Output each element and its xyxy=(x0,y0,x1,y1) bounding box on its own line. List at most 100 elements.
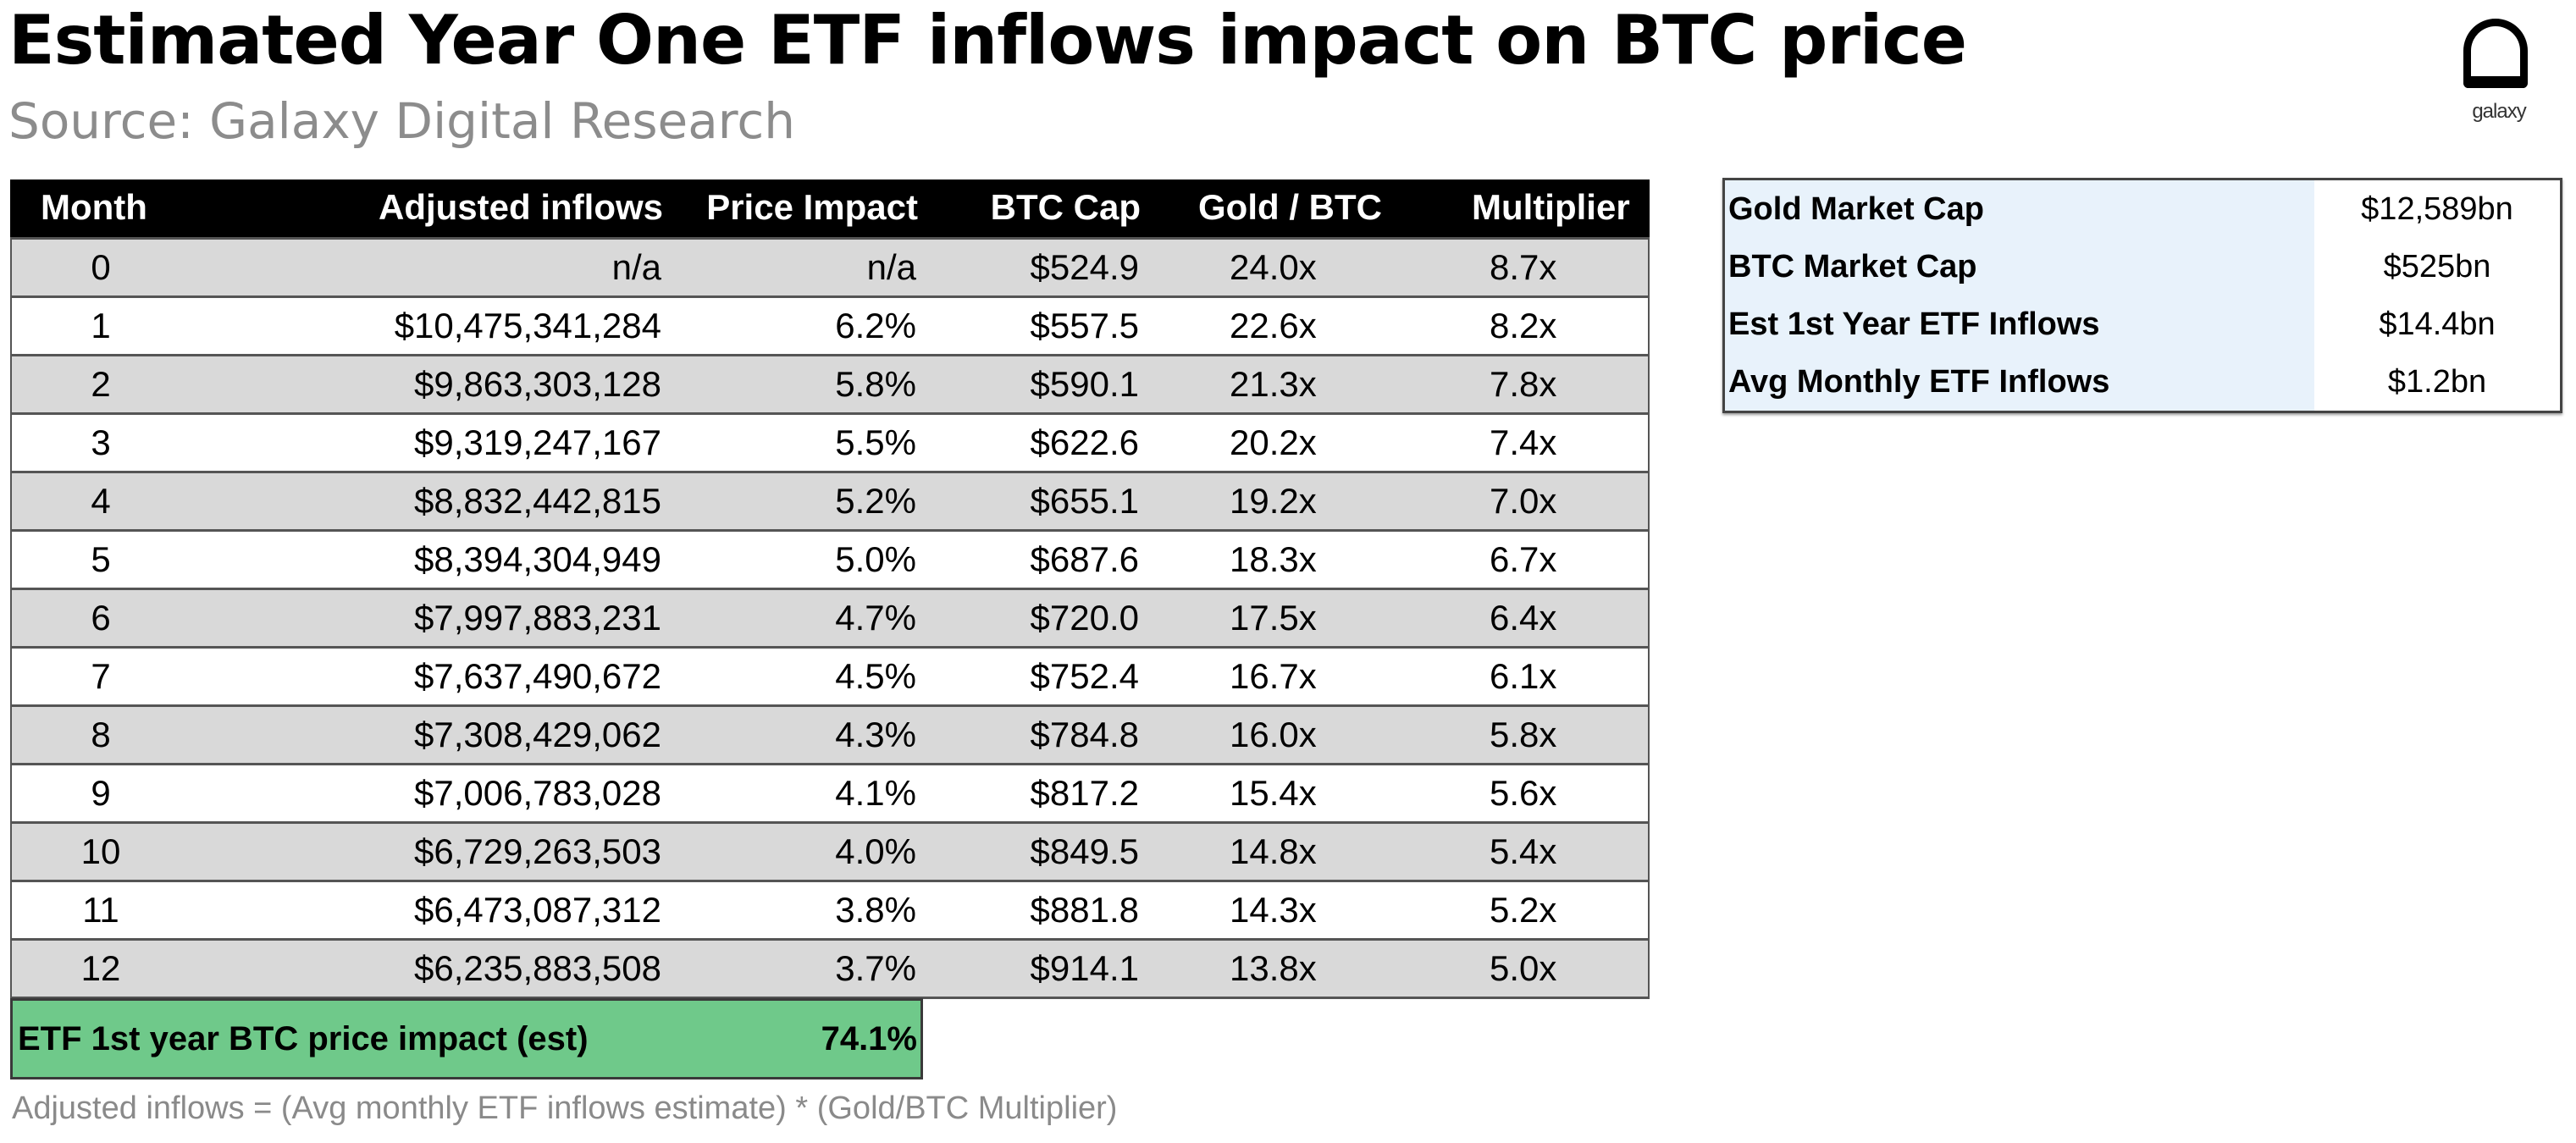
inflows-table: Month Adjusted inflows Price Impact BTC Cap… xyxy=(10,179,1650,999)
cell-btc-cap: $687.6 xyxy=(1030,539,1139,579)
summary-label: Avg Monthly ETF Inflows xyxy=(1725,353,2314,411)
cell-price-impact: 6.2% xyxy=(835,306,916,345)
cell-adjusted-inflows: $6,729,263,503 xyxy=(414,831,661,871)
cell-multiplier: 8.7x xyxy=(1490,247,1557,287)
cell-multiplier: 8.2x xyxy=(1490,306,1557,345)
table-row: 11 $6,473,087,312 3.8% $881.8 14.3x 5.2x xyxy=(12,882,1648,941)
cell-gold-btc: 19.2x xyxy=(1230,481,1317,521)
cell-multiplier: 7.8x xyxy=(1490,364,1557,404)
table-row: 3 $9,319,247,167 5.5% $622.6 20.2x 7.4x xyxy=(12,415,1648,473)
logo-text: galaxy xyxy=(2472,100,2526,123)
table-row: 6 $7,997,883,231 4.7% $720.0 17.5x 6.4x xyxy=(12,590,1648,649)
summary-row: BTC Market Cap $525bn xyxy=(1725,238,2560,295)
cell-price-impact: 5.2% xyxy=(835,481,916,521)
cell-adjusted-inflows: $7,308,429,062 xyxy=(414,715,661,754)
table-row: 2 $9,863,303,128 5.8% $590.1 21.3x 7.8x xyxy=(12,356,1648,415)
table-row: 8 $7,308,429,062 4.3% $784.8 16.0x 5.8x xyxy=(12,707,1648,765)
cell-btc-cap: $752.4 xyxy=(1030,656,1139,696)
cell-btc-cap: $622.6 xyxy=(1030,422,1139,462)
table-row: 5 $8,394,304,949 5.0% $687.6 18.3x 6.7x xyxy=(12,532,1648,590)
summary-value: $12,589bn xyxy=(2361,191,2513,227)
cell-price-impact: 5.5% xyxy=(835,422,916,462)
cell-price-impact: 4.7% xyxy=(835,598,916,638)
cell-btc-cap: $524.9 xyxy=(1030,247,1139,287)
cell-btc-cap: $881.8 xyxy=(1030,890,1139,930)
cell-gold-btc: 17.5x xyxy=(1230,598,1317,638)
column-header-adjusted-inflows: Adjusted inflows xyxy=(379,187,663,227)
cell-adjusted-inflows: $7,637,490,672 xyxy=(414,656,661,696)
cell-multiplier: 6.4x xyxy=(1490,598,1557,638)
cell-btc-cap: $784.8 xyxy=(1030,715,1139,754)
cell-multiplier: 5.6x xyxy=(1490,773,1557,813)
cell-adjusted-inflows: $6,235,883,508 xyxy=(414,948,661,988)
table-row: 0 n/a n/a $524.9 24.0x 8.7x xyxy=(12,240,1648,298)
cell-month: 2 xyxy=(91,364,111,404)
cell-month: 3 xyxy=(91,422,111,462)
cell-price-impact: 4.0% xyxy=(835,831,916,871)
column-header-gold-btc: Gold / BTC xyxy=(1198,187,1382,227)
cell-month: 0 xyxy=(91,247,111,287)
cell-multiplier: 5.4x xyxy=(1490,831,1557,871)
total-value: 74.1% xyxy=(821,1020,917,1057)
cell-gold-btc: 18.3x xyxy=(1230,539,1317,579)
total-price-impact: ETF 1st year BTC price impact (est) 74.1… xyxy=(10,998,923,1080)
cell-month: 9 xyxy=(91,773,111,813)
column-header-multiplier: Multiplier xyxy=(1472,187,1630,227)
cell-gold-btc: 14.3x xyxy=(1230,890,1317,930)
cell-gold-btc: 13.8x xyxy=(1230,948,1317,988)
cell-month: 11 xyxy=(82,890,119,930)
cell-price-impact: 4.1% xyxy=(835,773,916,813)
cell-month: 4 xyxy=(91,481,111,521)
column-header-price-impact: Price Impact xyxy=(706,187,918,227)
summary-label: Est 1st Year ETF Inflows xyxy=(1725,295,2314,353)
total-label: ETF 1st year BTC price impact (est) xyxy=(18,1020,589,1057)
cell-month: 5 xyxy=(91,539,111,579)
table-row: 4 $8,832,442,815 5.2% $655.1 19.2x 7.0x xyxy=(12,473,1648,532)
column-header-btc-cap: BTC Cap xyxy=(990,187,1141,227)
cell-btc-cap: $849.5 xyxy=(1030,831,1139,871)
cell-month: 8 xyxy=(91,715,111,754)
cell-multiplier: 5.8x xyxy=(1490,715,1557,754)
cell-gold-btc: 22.6x xyxy=(1230,306,1317,345)
summary-label: BTC Market Cap xyxy=(1725,238,2314,295)
cell-adjusted-inflows: $9,863,303,128 xyxy=(414,364,661,404)
cell-multiplier: 7.0x xyxy=(1490,481,1557,521)
cell-multiplier: 5.2x xyxy=(1490,890,1557,930)
summary-row: Gold Market Cap $12,589bn xyxy=(1725,180,2560,238)
summary-value: $1.2bn xyxy=(2387,364,2487,400)
table-body: 0 n/a n/a $524.9 24.0x 8.7x 1 $10,475,341,284 6.… xyxy=(10,240,1650,999)
cell-price-impact: 3.8% xyxy=(835,890,916,930)
cell-btc-cap: $720.0 xyxy=(1030,598,1139,638)
summary-value: $14.4bn xyxy=(2379,306,2496,342)
summary-row: Est 1st Year ETF Inflows $14.4bn xyxy=(1725,295,2560,353)
cell-adjusted-inflows: $9,319,247,167 xyxy=(414,422,661,462)
page-subtitle: Source: Galaxy Digital Research xyxy=(8,92,795,150)
cell-adjusted-inflows: n/a xyxy=(611,247,661,287)
cell-month: 12 xyxy=(80,948,121,988)
cell-adjusted-inflows: $8,394,304,949 xyxy=(414,539,661,579)
cell-gold-btc: 14.8x xyxy=(1230,831,1317,871)
cell-price-impact: 5.0% xyxy=(835,539,916,579)
cell-gold-btc: 15.4x xyxy=(1230,773,1317,813)
cell-adjusted-inflows: $7,006,783,028 xyxy=(414,773,661,813)
cell-adjusted-inflows: $8,832,442,815 xyxy=(414,481,661,521)
galaxy-logo: galaxy xyxy=(2460,19,2538,129)
table-header: Month Adjusted inflows Price Impact BTC Cap… xyxy=(10,179,1650,240)
cell-btc-cap: $914.1 xyxy=(1030,948,1139,988)
cell-multiplier: 6.7x xyxy=(1490,539,1557,579)
cell-month: 10 xyxy=(80,831,121,871)
cell-btc-cap: $655.1 xyxy=(1030,481,1139,521)
column-header-month: Month xyxy=(41,187,147,227)
cell-gold-btc: 16.7x xyxy=(1230,656,1317,696)
table-row: 7 $7,637,490,672 4.5% $752.4 16.7x 6.1x xyxy=(12,649,1648,707)
summary-row: Avg Monthly ETF Inflows $1.2bn xyxy=(1725,353,2560,411)
cell-gold-btc: 20.2x xyxy=(1230,422,1317,462)
cell-gold-btc: 16.0x xyxy=(1230,715,1317,754)
cell-price-impact: 4.3% xyxy=(835,715,916,754)
page-title: Estimated Year One ETF inflows impact on… xyxy=(8,1,1967,80)
summary-label: Gold Market Cap xyxy=(1725,180,2314,238)
cell-month: 6 xyxy=(91,598,111,638)
cell-price-impact: 4.5% xyxy=(835,656,916,696)
cell-btc-cap: $557.5 xyxy=(1030,306,1139,345)
cell-adjusted-inflows: $10,475,341,284 xyxy=(394,306,661,345)
